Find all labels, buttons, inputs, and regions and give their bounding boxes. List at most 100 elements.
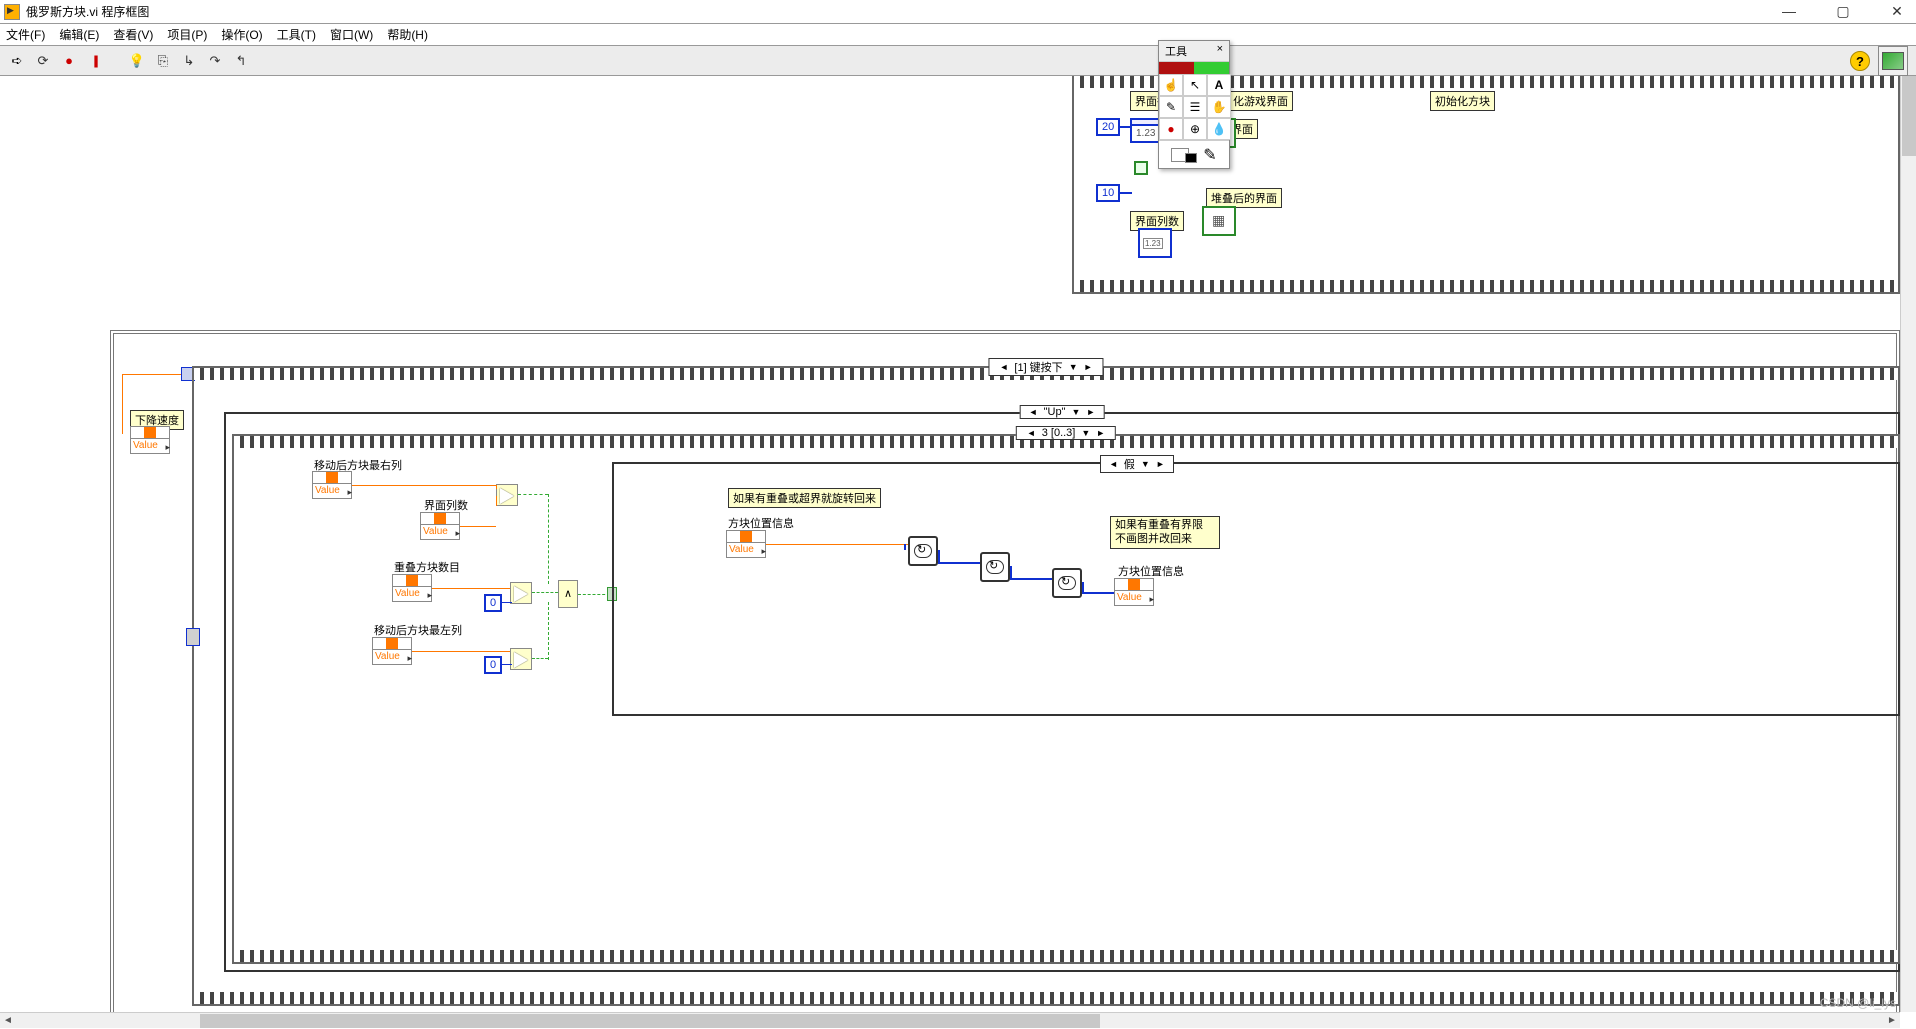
local-move-left[interactable]: Value	[372, 637, 412, 665]
menu-tools[interactable]: 工具(T)	[277, 26, 316, 43]
subvi-rotate-1[interactable]	[908, 536, 938, 566]
run-button[interactable]: ➪	[8, 52, 26, 70]
tools-palette[interactable]: 工具 × ☝ ↖ A ✎ ☰ ✋ ● ⊕ 💧 ✎	[1158, 40, 1230, 169]
case-false-selector[interactable]: ◄假▼►	[1100, 455, 1174, 473]
wire	[352, 485, 496, 486]
minimize-button[interactable]: —	[1774, 3, 1804, 20]
stacked-seq-selector[interactable]: ◄3 [0..3]▼►	[1016, 426, 1116, 440]
event-case-selector[interactable]: ◄ [1] 键按下 ▼ ►	[988, 358, 1103, 376]
window-buttons: — ▢ ✕	[1774, 3, 1912, 20]
pause-button[interactable]: ||	[86, 52, 104, 70]
case-prev[interactable]: ◄	[999, 362, 1008, 372]
run-continuous-button[interactable]: ⟳	[34, 52, 52, 70]
greater-eq-fn[interactable]	[510, 648, 532, 670]
menu-view[interactable]: 查看(V)	[113, 26, 153, 43]
menu-edit[interactable]: 编辑(E)	[59, 26, 99, 43]
wire	[1118, 126, 1132, 128]
step-out-button[interactable]: ↰	[232, 52, 250, 70]
label-init-block: 初始化方块	[1430, 91, 1495, 111]
scroll-right[interactable]: ►	[1884, 1013, 1900, 1029]
watermark: CSDN @li_lys	[1820, 996, 1896, 1010]
wire	[548, 602, 549, 660]
tool-text[interactable]: A	[1207, 74, 1231, 96]
context-help-button[interactable]: ?	[1850, 51, 1870, 71]
wire	[122, 374, 123, 434]
wire	[518, 494, 548, 495]
wire	[412, 651, 510, 652]
tools-palette-close[interactable]: ×	[1217, 43, 1223, 59]
scroll-left[interactable]: ◄	[0, 1013, 16, 1029]
local-pos-info[interactable]: Value	[726, 530, 766, 558]
tool-wire[interactable]: ✎	[1159, 96, 1183, 118]
wire	[1010, 566, 1012, 578]
case-next[interactable]: ►	[1084, 362, 1093, 372]
close-button[interactable]: ✕	[1882, 3, 1912, 20]
abort-button[interactable]: ●	[60, 52, 78, 70]
local-move-right[interactable]: Value	[312, 471, 352, 499]
array-ui-b[interactable]	[1202, 206, 1236, 236]
local-cols[interactable]: Value	[420, 512, 460, 540]
local-overlap[interactable]: Value	[392, 574, 432, 602]
const-0a[interactable]: 0	[484, 594, 502, 612]
case-label: [1] 键按下	[1014, 359, 1062, 375]
tool-operate[interactable]: ☝	[1159, 74, 1183, 96]
vi-icon-badge[interactable]	[1878, 46, 1908, 76]
wire	[938, 562, 980, 564]
menu-project[interactable]: 项目(P)	[167, 26, 207, 43]
case-dropdown[interactable]: ▼	[1069, 362, 1078, 372]
bool-const[interactable]	[1134, 161, 1148, 175]
titlebar: 俄罗斯方块.vi 程序框图 — ▢ ✕	[0, 0, 1916, 24]
scrollbar-thumb-h[interactable]	[200, 1014, 1100, 1028]
tool-color-copy[interactable]: 💧	[1207, 118, 1231, 140]
menu-file[interactable]: 文件(F)	[6, 26, 45, 43]
indicator-cols[interactable]	[1138, 228, 1172, 258]
subvi-rotate-2[interactable]	[980, 552, 1010, 582]
wire	[578, 594, 610, 595]
wire	[432, 588, 510, 589]
const-10[interactable]: 10	[1096, 184, 1120, 202]
vertical-scrollbar[interactable]	[1900, 76, 1916, 1012]
horizontal-scrollbar[interactable]: ◄ ►	[0, 1012, 1900, 1028]
vi-icon	[4, 4, 20, 20]
const-0b[interactable]: 0	[484, 656, 502, 674]
less-than-fn[interactable]	[496, 484, 518, 506]
wire	[548, 494, 549, 584]
highlight-exec-button[interactable]: 💡	[128, 52, 146, 70]
tool-color[interactable]: ✎	[1159, 140, 1229, 168]
tool-position[interactable]: ↖	[1183, 74, 1207, 96]
local-drop-speed[interactable]: Value	[130, 426, 170, 454]
wire	[502, 664, 512, 665]
and-fn[interactable]: ∧	[558, 580, 578, 608]
step-into-button[interactable]: ↳	[180, 52, 198, 70]
menu-operate[interactable]: 操作(O)	[221, 26, 262, 43]
local-pos-info2[interactable]: Value	[1114, 578, 1154, 606]
block-diagram-canvas[interactable]: 界面行 化游戏界面 初始化方块 界面 堆叠后的界面 界面列数 20 10 1.2…	[0, 76, 1900, 1012]
window-title: 俄罗斯方块.vi 程序框图	[26, 3, 149, 20]
step-over-button[interactable]: ↷	[206, 52, 224, 70]
comment-rotate-back: 如果有重叠或超界就旋转回来	[728, 488, 881, 508]
wire	[460, 526, 496, 527]
menu-help[interactable]: 帮助(H)	[387, 26, 428, 43]
const-20[interactable]: 20	[1096, 118, 1120, 136]
tools-auto-led[interactable]	[1159, 62, 1229, 74]
seq-label: 3 [0..3]	[1042, 427, 1076, 439]
tool-breakpoint[interactable]: ●	[1159, 118, 1183, 140]
tool-probe[interactable]: ⊕	[1183, 118, 1207, 140]
menu-window[interactable]: 窗口(W)	[330, 26, 373, 43]
maximize-button[interactable]: ▢	[1828, 3, 1858, 20]
indicator-123-a[interactable]: 1.23	[1130, 118, 1161, 143]
scrollbar-thumb[interactable]	[1902, 76, 1916, 156]
wire	[532, 658, 548, 659]
menubar: 文件(F) 编辑(E) 查看(V) 项目(P) 操作(O) 工具(T) 窗口(W…	[0, 24, 1916, 46]
tools-palette-title: 工具	[1165, 43, 1187, 59]
retain-wire-button[interactable]: ⎘	[154, 52, 172, 70]
equal-fn[interactable]	[510, 582, 532, 604]
tool-object[interactable]: ☰	[1183, 96, 1207, 118]
wire	[122, 374, 182, 375]
shift-register	[186, 628, 200, 646]
wire	[502, 602, 512, 603]
case-up-selector[interactable]: ◄"Up"▼►	[1020, 405, 1105, 419]
subvi-rotate-3[interactable]	[1052, 568, 1082, 598]
wire	[496, 485, 497, 489]
tool-scroll[interactable]: ✋	[1207, 96, 1231, 118]
